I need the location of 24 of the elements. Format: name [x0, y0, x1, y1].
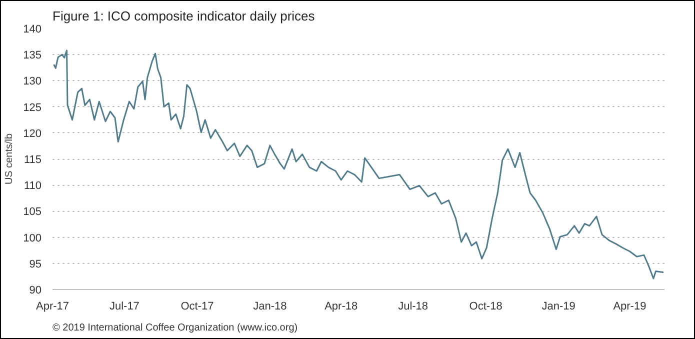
x-tick-label: Jan-18 — [253, 300, 287, 312]
y-tick-label: 125 — [23, 102, 42, 114]
x-tick-label: Apr-19 — [613, 300, 646, 312]
x-tick-label: Apr-18 — [324, 300, 358, 312]
y-tick-label: 140 — [23, 24, 42, 36]
text: © 2019 International Coffee Organization (www.ico.org) — [52, 322, 298, 334]
y-tick-label: 130 — [23, 76, 42, 88]
x-tick-label: Oct-17 — [180, 300, 214, 312]
y-tick-label: 100 — [23, 232, 42, 244]
x-tick-label: Jan-19 — [542, 300, 576, 312]
line-series — [53, 50, 664, 280]
y-tick-label: 95 — [29, 258, 42, 270]
y-tick-label: 90 — [29, 284, 42, 296]
x-tick-label: Jul-17 — [109, 300, 140, 312]
chart-title: Figure 1: ICO composite indicator daily prices — [52, 8, 316, 24]
x-tick-label: Apr-17 — [36, 300, 70, 312]
y-tick-label: 110 — [24, 180, 42, 192]
y-tick-label: 135 — [23, 50, 42, 62]
x-tick-label: Jul-18 — [398, 300, 428, 312]
x-tick-label: Oct-18 — [469, 300, 502, 312]
y-axis-title: US cents/lb — [4, 132, 16, 185]
y-tick-label: 115 — [24, 154, 42, 166]
y-tick-label: 120 — [23, 128, 42, 140]
y-tick-label: 105 — [23, 206, 42, 218]
